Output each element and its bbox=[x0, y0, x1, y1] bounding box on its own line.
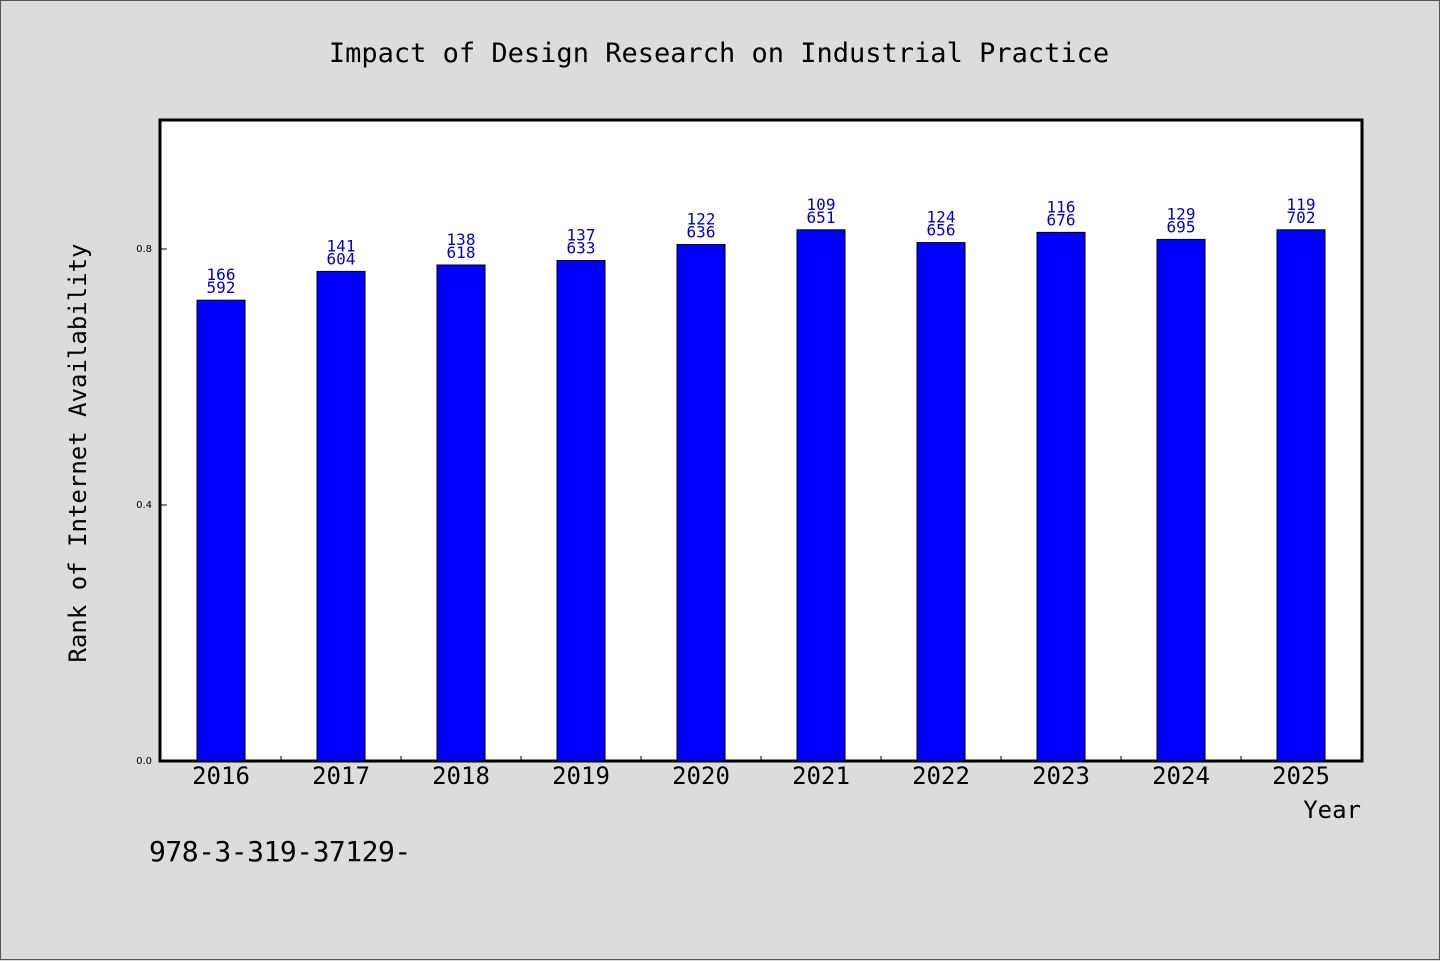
bar-label-top-2019: 137 bbox=[567, 226, 596, 245]
bar-2019 bbox=[556, 260, 606, 762]
x-tick-label-2025: 2025 bbox=[1272, 762, 1330, 790]
bar-label-top-2016: 166 bbox=[207, 265, 236, 284]
bar-2022 bbox=[916, 242, 966, 762]
bar-label-bottom-2023: 676 bbox=[1047, 210, 1076, 229]
bar-label-bottom-2025: 702 bbox=[1287, 208, 1316, 227]
bar-label-bottom-2016: 592 bbox=[207, 278, 236, 297]
y-tick-label-0.8: 0.8 bbox=[136, 244, 152, 255]
bar-label-top-2021: 109 bbox=[807, 195, 836, 214]
bar-label-bottom-2017: 604 bbox=[327, 249, 356, 268]
x-tick-label-2020: 2020 bbox=[672, 762, 730, 790]
x-axis: 2016 2017 2018 2019 2020 2021 2022 2023 2024 2025 bbox=[192, 756, 1330, 790]
y-tick-label-0.4: 0.4 bbox=[136, 500, 152, 511]
bar-2017 bbox=[316, 270, 366, 762]
x-tick-label-2018: 2018 bbox=[432, 762, 490, 790]
x-tick-label-2023: 2023 bbox=[1032, 762, 1090, 790]
bar-label-top-2017: 141 bbox=[327, 236, 356, 255]
bar-2021 bbox=[796, 229, 846, 762]
bar-2018 bbox=[436, 264, 486, 762]
y-axis: 0.0 0.4 0.8 bbox=[136, 244, 167, 767]
x-tick-label-2022: 2022 bbox=[912, 762, 970, 790]
bar-2020 bbox=[676, 244, 726, 762]
bar-label-top-2018: 138 bbox=[447, 230, 476, 249]
bars-layer bbox=[196, 229, 1326, 762]
bar-label-top-2022: 124 bbox=[927, 208, 956, 227]
x-tick-label-2021: 2021 bbox=[792, 762, 850, 790]
bar-label-bottom-2021: 651 bbox=[807, 208, 836, 227]
isbn-code: 978-3-319-37129- bbox=[149, 835, 411, 868]
x-tick-label-2019: 2019 bbox=[552, 762, 610, 790]
x-tick-label-2024: 2024 bbox=[1152, 762, 1210, 790]
bar-label-top-2024: 129 bbox=[1167, 204, 1196, 223]
y-tick-label-0.0: 0.0 bbox=[136, 756, 152, 767]
bar-label-top-2020: 122 bbox=[687, 210, 716, 229]
bar-2023 bbox=[1036, 231, 1086, 762]
bar-label-bottom-2018: 618 bbox=[447, 243, 476, 262]
chart-title: Impact of Design Research on Industrial … bbox=[329, 38, 1109, 69]
bar-label-bottom-2024: 695 bbox=[1167, 217, 1196, 236]
bar-2025 bbox=[1276, 229, 1326, 762]
x-tick-label-2016: 2016 bbox=[192, 762, 250, 790]
x-axis-label: Year bbox=[1303, 796, 1361, 824]
bar-label-bottom-2019: 633 bbox=[567, 239, 596, 258]
y-axis-label: Rank of Internet Availability bbox=[64, 243, 92, 662]
bar-2024 bbox=[1156, 238, 1206, 762]
bar-label-top-2025: 119 bbox=[1287, 195, 1316, 214]
bar-2016 bbox=[196, 299, 246, 762]
x-tick-label-2017: 2017 bbox=[312, 762, 370, 790]
bar-label-bottom-2022: 656 bbox=[927, 221, 956, 240]
bar-label-bottom-2020: 636 bbox=[687, 223, 716, 242]
bar-label-top-2023: 116 bbox=[1047, 197, 1076, 216]
